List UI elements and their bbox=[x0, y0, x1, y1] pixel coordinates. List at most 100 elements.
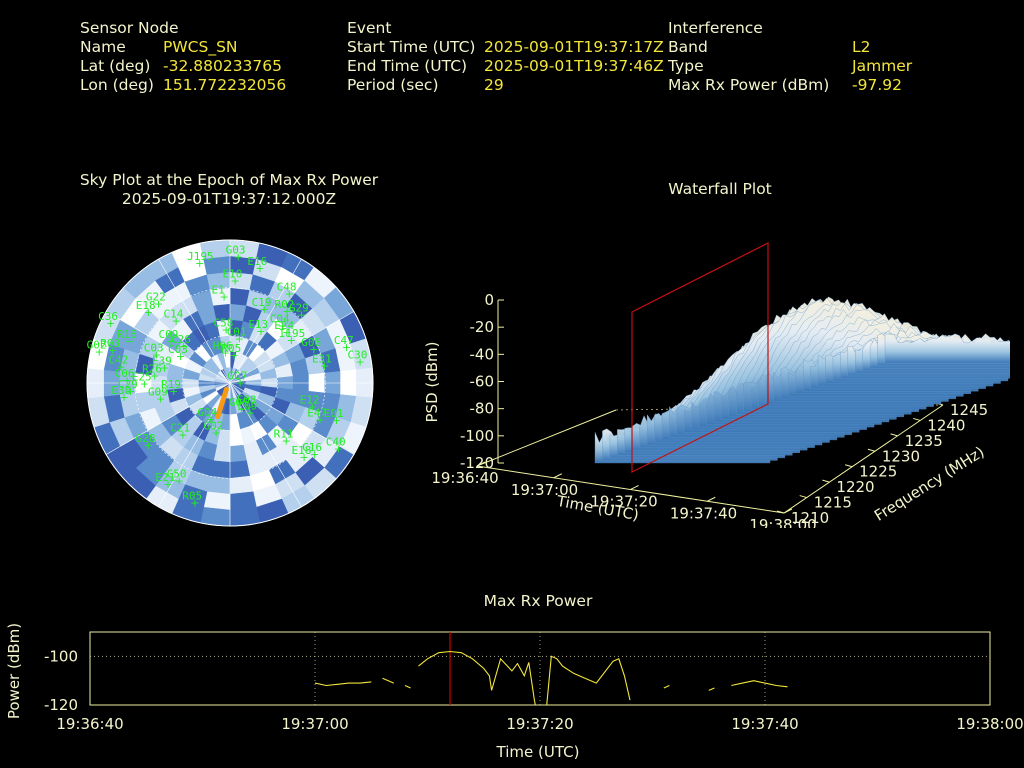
skyplot-title: Sky Plot at the Epoch of Max Rx Power bbox=[79, 171, 379, 189]
satellite-plus: + bbox=[320, 360, 329, 373]
satellite-plus: + bbox=[332, 414, 341, 427]
freq-tick-label: 1220 bbox=[836, 478, 874, 496]
satellite-plus: + bbox=[356, 356, 365, 369]
maxrx-title: Max Rx Power bbox=[483, 592, 593, 610]
maxrx-x-tick: 19:36:40 bbox=[56, 715, 123, 733]
satellite-label: G08 bbox=[301, 336, 321, 349]
satellite-label: E13 bbox=[248, 318, 268, 331]
satellite-marker: +R26 bbox=[142, 362, 162, 382]
satellite-label: R05 bbox=[221, 342, 241, 355]
satellite-marker: +C58 bbox=[213, 316, 233, 336]
satellite-marker: +G02 bbox=[87, 338, 107, 358]
satellite-label: R11 bbox=[274, 428, 294, 441]
satellite-plus: + bbox=[308, 401, 317, 414]
satellite-marker: +R02 bbox=[274, 298, 294, 318]
maxrx-y-axis-title: Power (dBm) bbox=[5, 623, 23, 719]
interference-power-label: Max Rx Power (dBm) bbox=[668, 76, 830, 94]
satellite-plus: + bbox=[237, 403, 246, 416]
skyplot-subtitle: 2025-09-01T19:37:12.000Z bbox=[121, 190, 337, 208]
satellite-plus: + bbox=[163, 478, 172, 491]
satellite-plus: + bbox=[236, 377, 245, 390]
freq-tick-label: 1235 bbox=[905, 432, 943, 450]
satellite-marker: +R05 bbox=[221, 342, 241, 362]
maxrx-line bbox=[314, 650, 788, 705]
satellite-label: G22 bbox=[146, 291, 166, 304]
sky-grid bbox=[86, 239, 374, 527]
satellite-marker: +C50 bbox=[167, 467, 187, 487]
max-rx-power-plot: 19:36:40 19:37:00 19:37:20 19:37:40 19:38:00… bbox=[5, 623, 1024, 761]
satellite-marker: +R11 bbox=[274, 428, 294, 448]
satellite-label: C30 bbox=[348, 349, 368, 362]
sensor-lat-value: -32.880233765 bbox=[163, 57, 282, 75]
satellite-marker: +R03 bbox=[100, 337, 120, 357]
waterfall-surface bbox=[594, 296, 1010, 464]
satellite-plus: + bbox=[285, 287, 294, 300]
waterfall-plot: 0 -20 -40 -60 -80 -100 -120 PSD (dBm) 19:36:40 19… bbox=[423, 242, 1010, 528]
z-tick-label: -80 bbox=[470, 400, 495, 418]
event-start-label: Start Time (UTC) bbox=[347, 38, 476, 56]
satellite-plus: + bbox=[342, 341, 351, 354]
satellite-label: E10 bbox=[223, 268, 243, 281]
satellite-label: R03 bbox=[100, 337, 120, 350]
satellite-label: C06 bbox=[115, 367, 135, 380]
satellite-plus: + bbox=[220, 291, 229, 304]
maxrx-x-tick: 19:37:20 bbox=[506, 715, 573, 733]
satellite-label: C48 bbox=[277, 280, 297, 293]
satellite-plus: + bbox=[221, 347, 230, 360]
z-tick-label: -100 bbox=[460, 427, 494, 445]
satellite-marker: +C04 bbox=[270, 313, 290, 333]
satellite-label: H96 bbox=[213, 340, 233, 353]
event-start-value: 2025-09-01T19:37:17Z bbox=[484, 38, 664, 56]
satellite-plus: + bbox=[179, 340, 188, 353]
satellite-plus: + bbox=[231, 275, 240, 288]
satellite-plus: + bbox=[282, 435, 291, 448]
satellite-label: G07 bbox=[228, 370, 248, 383]
satellite-marker: +C30 bbox=[348, 349, 368, 369]
satellite-plus: + bbox=[178, 428, 187, 441]
satellite-plus: + bbox=[169, 385, 178, 398]
satellite-marker: +C42 bbox=[109, 353, 129, 373]
satellite-marker: +C03 bbox=[168, 343, 188, 363]
satellite-label: E25 bbox=[132, 371, 152, 384]
satellite-plus: + bbox=[126, 385, 135, 398]
satellite-marker: +G02 bbox=[204, 420, 224, 440]
satellite-plus: + bbox=[315, 413, 324, 426]
satellite-plus: + bbox=[172, 314, 181, 327]
satellite-plus: + bbox=[150, 369, 159, 382]
satellite-plus: + bbox=[125, 335, 134, 348]
satellite-marker: +I195 bbox=[279, 327, 306, 347]
satellite-label: G03 bbox=[226, 243, 246, 256]
satellite-label: C21 bbox=[170, 421, 190, 434]
satellite-marker: +R05 bbox=[182, 489, 202, 509]
satellite-plus: + bbox=[221, 323, 230, 336]
z-tick-label: -40 bbox=[470, 345, 495, 363]
satellite-plus: + bbox=[310, 448, 319, 461]
satellite-label: C40 bbox=[326, 436, 346, 449]
jammer-track bbox=[215, 386, 229, 420]
satellite-label: C50 bbox=[167, 467, 187, 480]
sky-plot: +G03+E16+C48+J195+E10+G29+R02+E1+C19+E24… bbox=[86, 239, 374, 527]
satellite-marker: +E47 bbox=[307, 406, 327, 426]
satellite-plus: + bbox=[117, 360, 126, 373]
satellite-marker: +G07 bbox=[228, 370, 248, 390]
satellite-plus: + bbox=[152, 349, 161, 362]
satellite-marker: +G09 bbox=[148, 385, 168, 405]
satellite-marker: +C16 bbox=[302, 441, 322, 461]
maxrx-y-tick: -100 bbox=[44, 647, 78, 665]
satellite-marker: +E01 bbox=[324, 407, 344, 427]
satellite-label: C03 bbox=[168, 343, 188, 356]
freq-tick-label: 1210 bbox=[791, 509, 829, 527]
satellite-plus: + bbox=[297, 308, 306, 321]
satellite-label: C03 bbox=[144, 342, 164, 355]
freq-tick-label: 1215 bbox=[814, 494, 852, 512]
satellite-plus: + bbox=[334, 443, 343, 456]
satellite-label: R05 bbox=[182, 489, 202, 502]
satellite-marker: +C36 bbox=[98, 310, 118, 330]
satellite-marker: +G28 bbox=[136, 432, 156, 452]
sensor-name-value: PWCS_SN bbox=[163, 38, 238, 56]
satellite-label: I195 bbox=[279, 327, 306, 340]
satellite-plus: + bbox=[144, 306, 153, 319]
satellite-plus: + bbox=[195, 257, 204, 270]
satellite-plus: + bbox=[190, 496, 199, 509]
freq-tick-label: 1245 bbox=[950, 401, 988, 419]
